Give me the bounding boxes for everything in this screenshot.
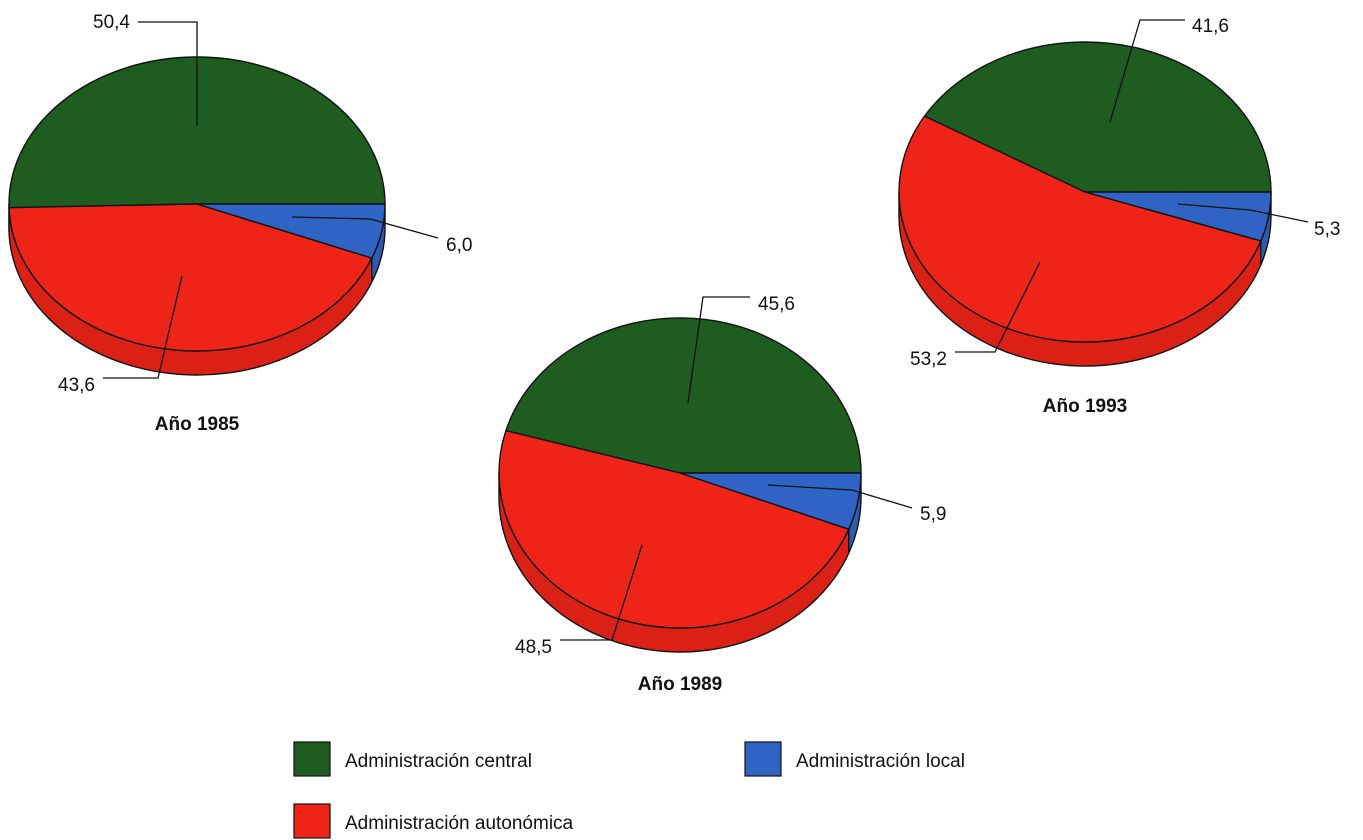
- pie-0-slice-1: [8, 203, 373, 352]
- pie-2-slice-0: [923, 41, 1272, 193]
- pie-0-title: Año 1985: [155, 414, 240, 435]
- pie-2-leader-2: [1177, 203, 1309, 223]
- pie-2-slice-2: [1084, 191, 1272, 242]
- legend: Administración central Administración loc…: [293, 741, 965, 839]
- pie-0-slice-2: [196, 203, 386, 259]
- pie-2-leader-0: [1109, 19, 1185, 123]
- pie-1-value-label-1: 48,5: [515, 637, 552, 658]
- legend-label-0: Administración central: [345, 751, 532, 772]
- pie-1-leader-2: [767, 484, 913, 509]
- pie-0-value-label-2: 6,0: [446, 235, 472, 256]
- legend-label-1: Administración local: [796, 751, 965, 772]
- pie-1-title: Año 1989: [638, 674, 722, 695]
- legend-item-0: Administración central: [293, 741, 532, 777]
- legend-swatch-2: [293, 803, 331, 839]
- pie-2-value-label-1: 53,2: [910, 349, 947, 370]
- pie-1-leader-1: [560, 544, 643, 641]
- pie-2-value-label-2: 5,3: [1314, 219, 1340, 240]
- pie-2-title: Año 1993: [1043, 396, 1127, 417]
- legend-item-1: Administración local: [744, 741, 965, 777]
- pie-2-leader-1: [955, 261, 1041, 353]
- legend-label-2: Administración autonómica: [345, 813, 574, 834]
- pie-0-value-label-1: 43,6: [58, 375, 95, 396]
- pie-0-slice-0: [8, 56, 386, 209]
- pie-0-leader-0: [138, 21, 198, 126]
- pie-chart-1: 45,6 48,5 5,9 Año 1989: [498, 294, 946, 695]
- pie-1-slice-2: [679, 472, 862, 530]
- pie-2-value-label-0: 41,6: [1192, 16, 1229, 37]
- pie-1-value-label-0: 45,6: [758, 294, 795, 315]
- legend-swatch-1: [744, 741, 782, 777]
- pie-1-leader-0: [687, 296, 750, 404]
- pie-0-leader-2: [291, 216, 439, 239]
- pies-layer: 50,4 43,6 6,0 Año 1985 45,6 48,5 5,9 Año 1989 41…: [8, 12, 1340, 695]
- pie-1-slice-1: [498, 429, 850, 629]
- legend-item-2: Administración autonómica: [293, 803, 574, 839]
- pie-1-slice-0: [505, 317, 862, 474]
- pie-chart-0: 50,4 43,6 6,0 Año 1985: [8, 12, 472, 435]
- pie-1-value-label-2: 5,9: [920, 504, 946, 525]
- pie-chart-2: 41,6 53,2 5,3 Año 1993: [898, 16, 1340, 417]
- legend-swatch-0: [293, 741, 331, 777]
- pie-0-value-label-0: 50,4: [93, 12, 130, 33]
- pie-0-leader-1: [103, 275, 183, 379]
